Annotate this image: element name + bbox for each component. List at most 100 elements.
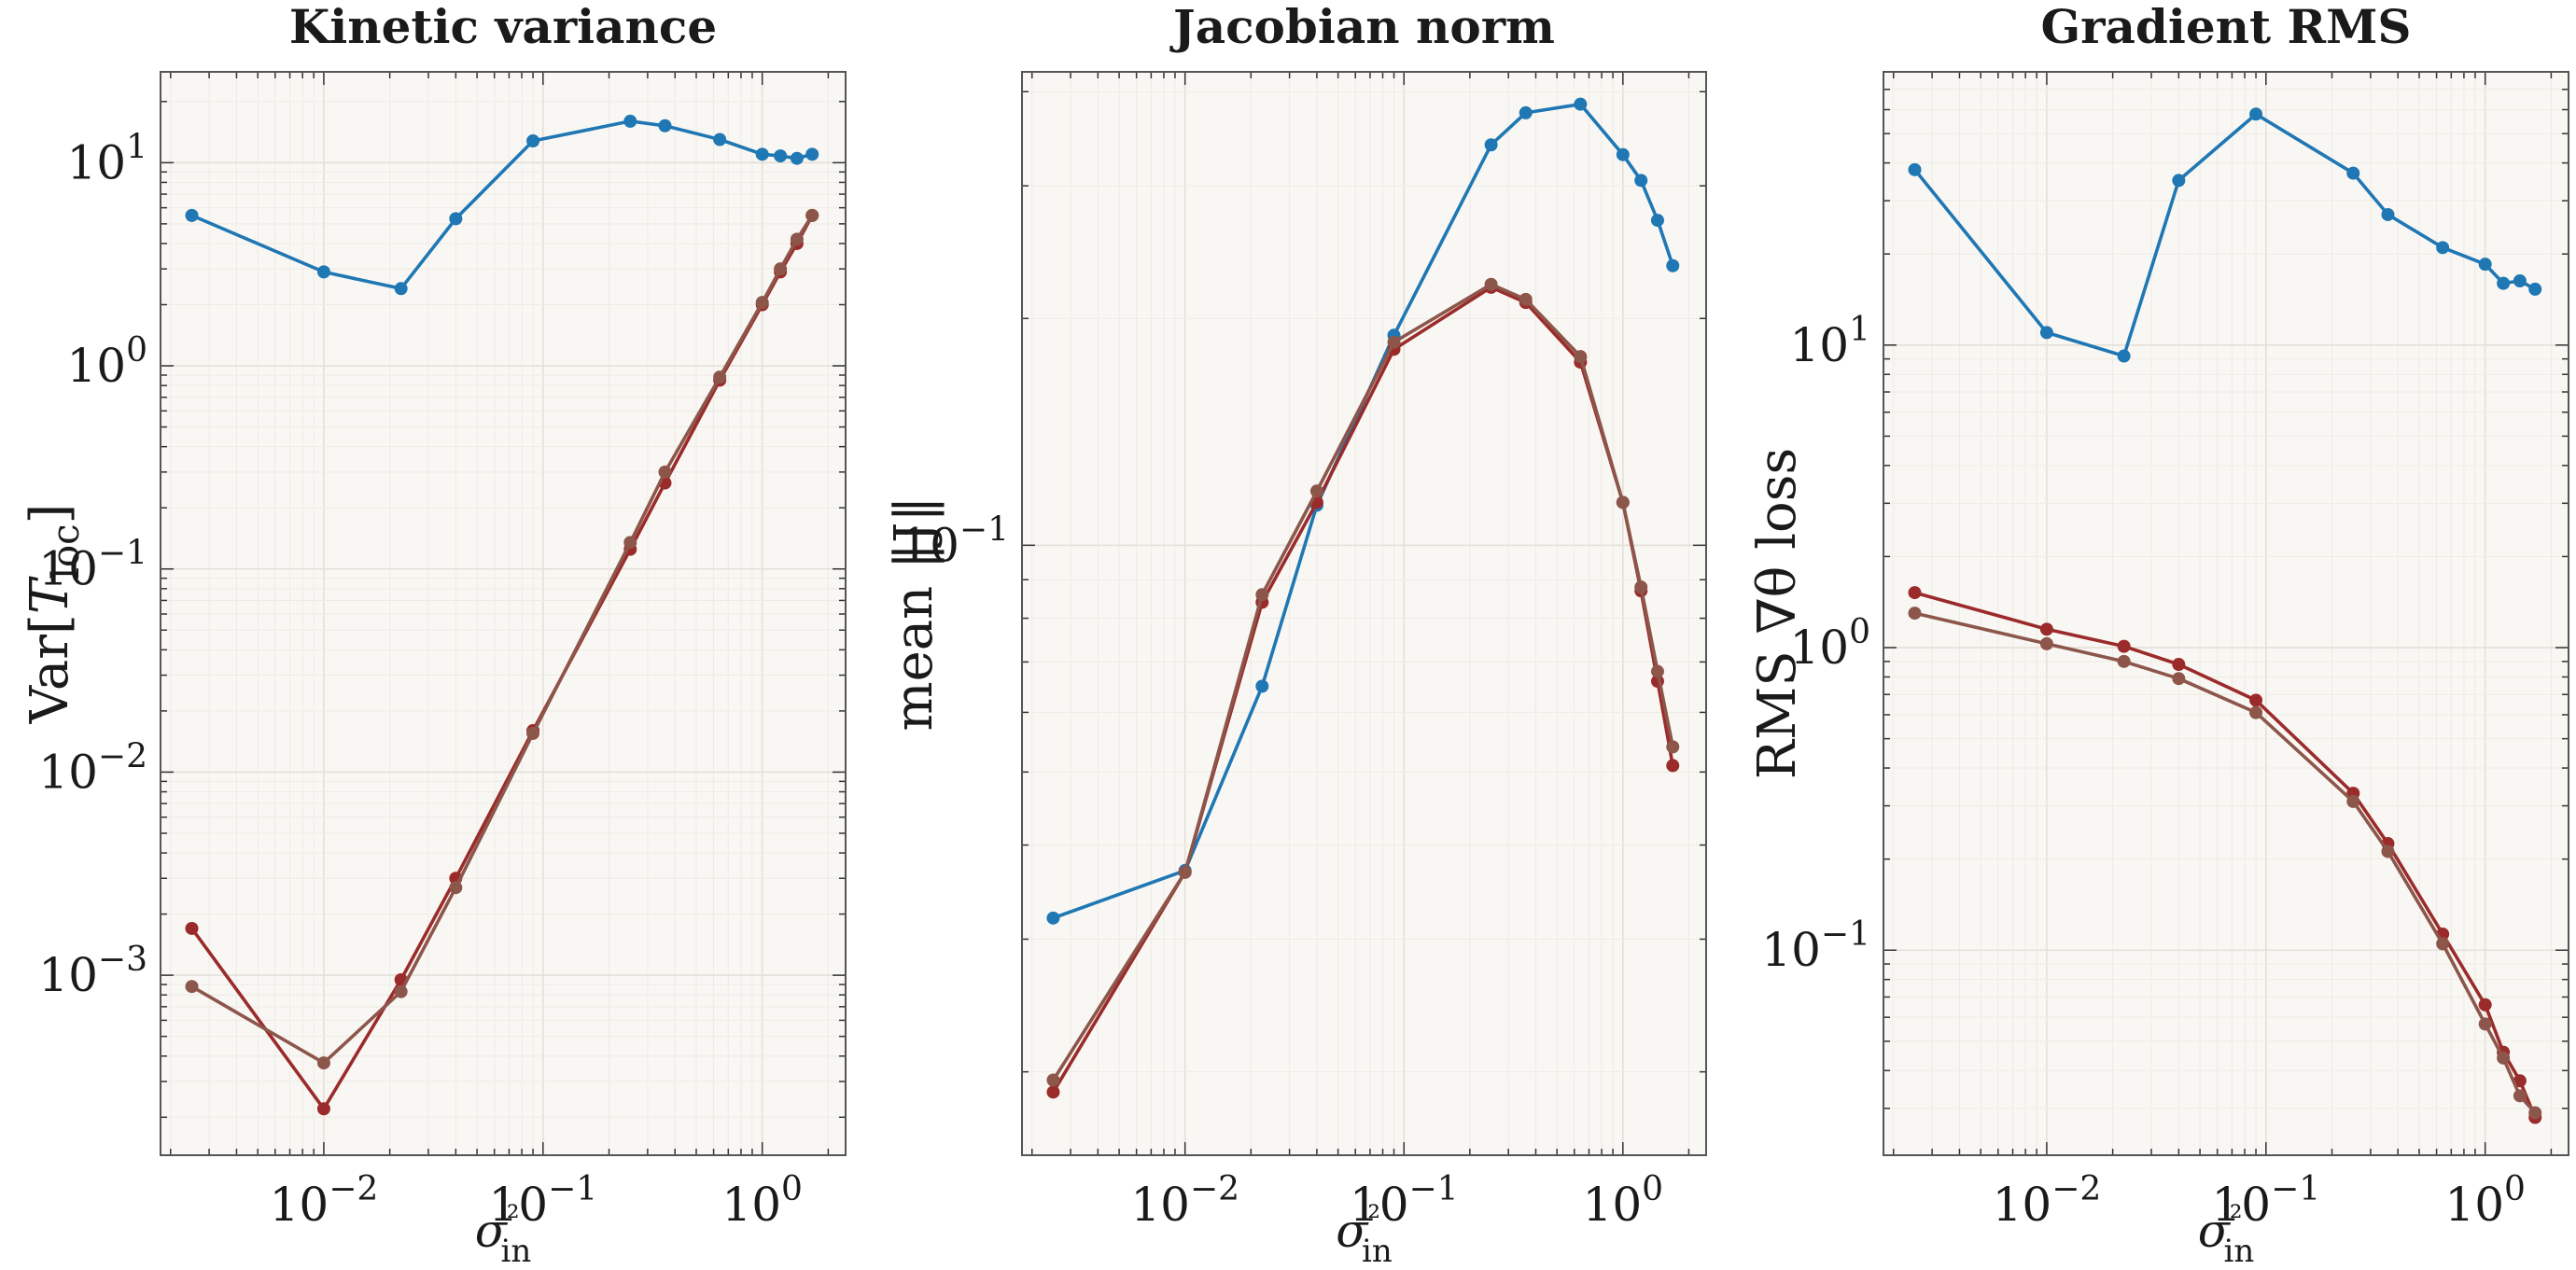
x-tick-label: 100 [1583,1170,1664,1232]
chart-3-series-2-point [2249,693,2263,707]
chart-2-series-1-point [1574,97,1588,111]
chart-2-series-1-point [1255,679,1269,693]
chart-1-series-3-point [755,296,769,310]
chart-2-series-3-point [1666,740,1680,754]
chart-2-title: Jacobian norm [1169,0,1555,54]
chart-3-frame [1883,71,2569,1156]
chart-1-y-axis-label: Var[Tloc] [20,504,88,725]
chart-2-series-3-point [1255,588,1269,602]
chart-3-series-1-point [1908,162,1922,176]
x-tick-label: 10−1 [488,1170,597,1232]
chart-1-series-1-point [185,208,199,222]
chart-1-series-3 [185,208,819,1070]
chart-3-series-1-point [2381,207,2395,221]
chart-2-series-1-point [1634,174,1648,188]
chart-2-series-3-point [1046,1073,1060,1087]
x-tick-label: 10−1 [1350,1170,1459,1232]
x-tick-label: 10−2 [270,1170,379,1232]
chart-1-series-3-point [526,726,540,740]
chart-3-series-3-point [2172,672,2186,686]
chart-2-frame [1021,71,1707,1156]
chart-2-grid [1022,72,1706,1155]
chart-3-series-3-point [1908,607,1922,621]
chart-2-series-3-point [1387,335,1401,349]
chart-1-series-3-point [449,881,463,895]
chart-2-series-3-point [1634,580,1648,594]
y-tick-label: 100 [66,331,147,393]
chart-3-x-axis-label: σ² in [2198,1199,2255,1270]
chart-1-series-1-point [790,151,804,165]
chart-3-series-2-point [2172,658,2186,672]
chart-1-series-3-point [394,984,408,998]
y-tick-label: 10−1 [900,510,1009,572]
chart-2-series-1-point [1616,147,1630,161]
chart-3-series-1-point [2346,166,2360,180]
y-tick-label: 10−2 [38,737,147,799]
chart-2-plot-area [1022,72,1706,1155]
x-tick-label: 100 [2444,1170,2526,1232]
y-tick-label: 101 [1789,311,1870,372]
chart-3-y-axis-label: RMS ∇θ loss [1747,448,1808,779]
chart-3-series-3-point [2039,636,2053,650]
chart-3-series-3-point [2346,794,2360,808]
chart-3-series-3-line [1914,611,2537,1114]
chart-1-series-2-point [316,1102,330,1116]
chart-2-y-axis-label: mean ‖J‖ [884,496,945,732]
chart-2-series-1-line [1052,102,1675,920]
chart-3-series-1-point [2436,241,2450,255]
chart-3-series-1-point [2513,274,2527,288]
chart-1-series-1-point [449,212,463,226]
chart-2-series-3-point [1484,277,1498,291]
chart-2-series-1-point [1650,214,1664,228]
chart-3-series-3 [1908,607,2542,1120]
chart-1-series-3-point [790,232,804,246]
chart-2-series-1-point [1519,105,1533,119]
chart-1-series-1-point [713,133,727,147]
chart-3-series-3-point [2497,1051,2511,1065]
chart-3-series-1-point [2117,349,2131,363]
chart-2-series-3-point [1519,292,1533,306]
chart-2-series-3-point [1178,865,1192,879]
chart-1-series-3-point [713,370,727,384]
chart-1-series-3-point [185,980,199,994]
chart-1-series-3-point [805,208,819,222]
panel-kinetic-variance: Kinetic variance 10−2 10−1 100 10−3 10−2 10−1 1… [20,0,847,1270]
chart-3-series-3-point [2381,844,2395,858]
panel-gradient-rms: Gradient RMS 10−2 10−1 100 10−1 100 101 σ² in RMS… [1747,0,2569,1270]
chart-1-series-3-point [316,1056,330,1070]
chart-3-series-3-point [2478,1017,2492,1031]
chart-2-series-3-line [1051,282,1675,1082]
chart-1-series-1-point [658,119,672,133]
chart-2-series-2-point [1046,1085,1060,1099]
chart-1-title: Kinetic variance [289,0,717,54]
chart-3-series-1-point [2249,107,2263,121]
x-tick-label: 100 [721,1170,803,1232]
x-tick-label: 10−1 [2211,1170,2320,1232]
chart-3-series-1-point [2478,258,2492,272]
chart-3-series-3-point [2117,654,2131,668]
chart-3-series-2-point [2117,639,2131,653]
x-tick-label: 10−2 [1993,1170,2102,1232]
chart-2-series-1-point [1666,258,1680,272]
chart-2-series-2-point [1666,759,1680,773]
chart-1-series-1-point [774,149,788,163]
chart-1-series-2-point [185,921,199,935]
chart-2-series-3 [1046,277,1680,1087]
chart-3-series-1-point [2039,326,2053,340]
chart-1-frame [160,71,847,1156]
chart-3-series-2-point [2513,1074,2527,1088]
chart-3-series-1 [1908,107,2542,363]
chart-3-series-3-point [2249,705,2263,719]
chart-2-series-1-point [1046,911,1060,925]
chart-2-series-3-point [1574,350,1588,364]
x-tick-label: 10−2 [1130,1170,1239,1232]
chart-1-series-1-point [394,282,408,296]
chart-1-series-1-point [623,114,637,128]
chart-2-series-3-point [1616,495,1630,509]
chart-1-series-3-point [774,262,788,276]
chart-2-series-3-point [1309,484,1323,498]
chart-3-title: Gradient RMS [2040,0,2411,54]
chart-1-x-axis-label: σ² in [475,1199,532,1270]
